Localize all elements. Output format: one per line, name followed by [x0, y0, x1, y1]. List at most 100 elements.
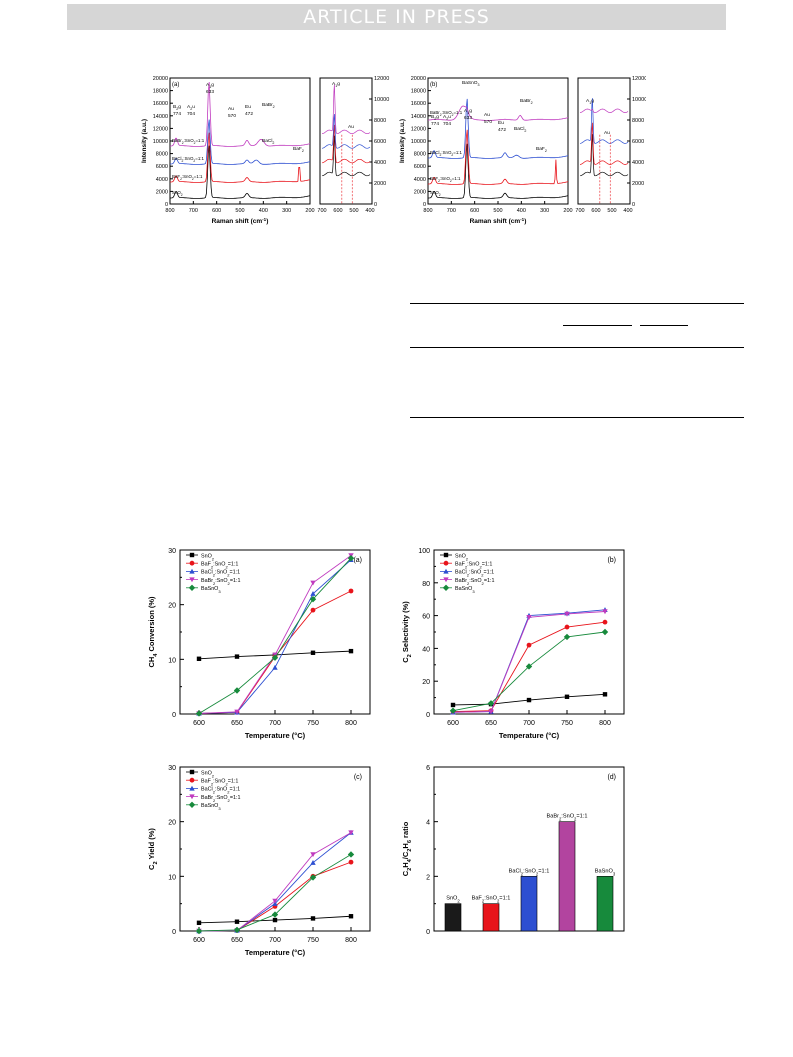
data-point — [525, 663, 533, 670]
y-tick-label: 80 — [422, 581, 430, 588]
y-tick-label: 60 — [422, 614, 430, 621]
inset-trace — [579, 122, 629, 165]
data-point — [348, 914, 354, 919]
raman-plot-frame — [427, 77, 569, 205]
data-point — [348, 588, 354, 594]
data-point — [526, 642, 532, 648]
inset-trace — [321, 84, 371, 135]
x-tick-label: 750 — [307, 720, 319, 727]
table-header-rule — [410, 347, 744, 348]
peak-annotation: Au — [348, 124, 354, 130]
trace-label: BaF2:SnO2=1:1 — [172, 174, 203, 181]
x-tick-label: 400 — [517, 208, 526, 214]
data-point — [310, 650, 316, 655]
inset-y-tick-label: 4000 — [632, 160, 644, 166]
raman-figure-a: 0200040006000800010000120001400016000180… — [141, 76, 389, 225]
peak-annotation: Au — [484, 112, 490, 118]
panel-label: (a) — [353, 557, 362, 564]
legend-label: SnO2 — [201, 553, 215, 561]
legend-marker — [443, 552, 449, 558]
legend-label: BaCl2:SnO2=1:1 — [201, 570, 240, 578]
series-line — [452, 611, 606, 713]
inset-x-tick-label: 700 — [317, 208, 326, 214]
y-tick-label: 12000 — [153, 126, 168, 132]
legend-label: BaF2:SnO2=1:1 — [201, 562, 238, 570]
peak-annotation: Au — [228, 106, 234, 112]
x-tick-label: 700 — [523, 720, 535, 727]
legend-label: BaBr2:SnO2=1:1 — [201, 795, 240, 803]
inset-x-tick-label: 600 — [333, 208, 342, 214]
trace-label: SnO2 — [430, 190, 441, 197]
x-axis-label: Temperature (°C) — [499, 731, 560, 740]
inset-trace — [322, 124, 371, 164]
data-point — [272, 898, 278, 904]
data-point — [348, 830, 354, 836]
peak-annotation: 774 — [173, 111, 181, 117]
peak-annotation: 704 — [187, 111, 195, 117]
peak-annotation: 570 — [484, 119, 492, 125]
data-point — [563, 633, 571, 641]
y-tick-label: 6000 — [156, 164, 168, 170]
peak-annotation: BaBr2 — [262, 102, 275, 109]
inset-x-tick-label: 400 — [623, 208, 632, 214]
inset-x-tick-label: 700 — [575, 208, 584, 214]
legend-label: BaF2:SnO2=1:1 — [201, 779, 238, 787]
bar — [558, 821, 576, 932]
x-tick-label: 600 — [447, 720, 459, 727]
bar-label: SnO2 — [446, 896, 460, 904]
peak-annotation: 704 — [443, 121, 451, 127]
data-point — [195, 710, 203, 717]
y-axis-label: Intensity (a.u.) — [141, 119, 148, 163]
legend-marker — [189, 568, 195, 574]
trace-label: BaBr2:SnO2=1:1 — [430, 110, 463, 117]
inset-y-tick-label: 6000 — [632, 139, 644, 145]
data-point — [347, 555, 355, 562]
x-tick-label: 700 — [447, 208, 456, 214]
y-tick-label: 10000 — [153, 139, 168, 145]
trace-label: BaCl2:SnO2=1:1 — [172, 156, 205, 163]
x-tick-label: 700 — [189, 208, 198, 214]
raman-figure-b: 0200040006000800010000120001400016000180… — [399, 76, 646, 225]
legend-label: BaSnO3 — [455, 586, 475, 594]
y-axis-label: C2 Selectivity (%) — [401, 601, 413, 663]
data-point — [602, 692, 608, 697]
y-tick-label: 8000 — [414, 152, 426, 158]
inset-x-tick-label: 600 — [591, 208, 600, 214]
legend-label: BaCl2:SnO2=1:1 — [455, 570, 494, 578]
legend-marker — [443, 577, 449, 583]
y-tick-label: 20000 — [411, 76, 426, 82]
trace-label: BaF2:SnO2=1:1 — [430, 176, 461, 183]
y-tick-label: 6 — [426, 765, 430, 772]
data-point — [234, 919, 240, 924]
inset-y-tick-label: 0 — [632, 202, 635, 208]
data-point — [310, 916, 316, 921]
legend-marker — [189, 552, 195, 558]
data-point — [234, 709, 240, 715]
legend-marker — [189, 769, 195, 775]
peak-annotation: 633 — [464, 115, 472, 121]
peak-annotation: A2u — [443, 114, 451, 121]
legend-label: BaSnO3 — [201, 586, 221, 594]
y-tick-label: 16000 — [411, 101, 426, 107]
y-axis-label: CH4 Conversion (%) — [147, 596, 159, 668]
legend-label: SnO2 — [201, 770, 215, 778]
data-point — [310, 852, 316, 858]
data-point — [195, 927, 203, 935]
y-axis-label: Intensity (a.u.) — [399, 119, 406, 163]
inset-y-tick-label: 2000 — [632, 181, 644, 187]
y-tick-label: 30 — [168, 548, 176, 555]
data-point — [450, 702, 456, 708]
c2-selectivity-chart: 0 20 40 60 80 100 600 650 700 750 800 Temperature (… — [401, 548, 625, 740]
y-tick-label: 16000 — [153, 101, 168, 107]
table-top-rule — [410, 303, 744, 304]
legend-marker — [443, 560, 449, 566]
data-point — [272, 917, 278, 923]
data-point — [526, 697, 532, 703]
y-tick-label: 4000 — [156, 177, 168, 183]
y-tick-label: 0 — [172, 929, 176, 936]
peak-annotation: A1g — [206, 82, 214, 89]
bar-label: BaBr2:SnO2=1:1 — [547, 814, 588, 822]
data-point — [310, 580, 316, 586]
x-tick-label: 800 — [345, 937, 357, 944]
legend-marker — [188, 801, 196, 808]
